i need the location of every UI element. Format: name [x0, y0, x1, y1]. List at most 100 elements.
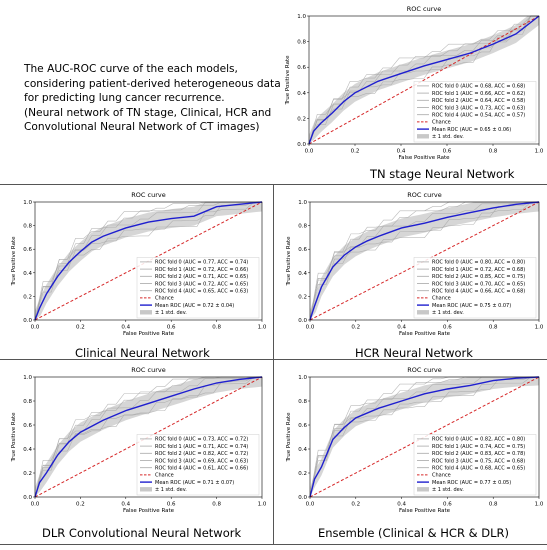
- y-tick-label: 0.6: [23, 247, 32, 253]
- y-tick-label: 0.6: [298, 423, 307, 429]
- x-tick-label: 0.6: [443, 149, 452, 155]
- x-axis-label: False Positive Rate: [399, 331, 451, 337]
- legend-entry: ± 1 std. dev.: [432, 134, 464, 140]
- y-tick-label: 0.8: [298, 224, 307, 230]
- chance-line: [308, 15, 540, 145]
- chart-title: ROC curve: [407, 5, 441, 13]
- intro-line: Convolutional Neural Network of CT image…: [24, 121, 260, 133]
- legend-entry: Chance: [155, 473, 174, 479]
- caption-dlr: DLR Convolutional Neural Network: [42, 526, 242, 540]
- plot-frame: [34, 201, 263, 321]
- legend-entry: ± 1 std. dev.: [432, 310, 464, 316]
- legend-entry: ROC fold 3 (AUC = 0.70, ACC = 0.65): [432, 281, 525, 287]
- legend-entry: ROC fold 2 (AUC = 0.83, ACC = 0.78): [432, 451, 525, 457]
- x-axis-label: False Positive Rate: [398, 155, 450, 161]
- chance-line: [309, 201, 540, 321]
- legend-swatch-band: [417, 134, 429, 139]
- x-tick-label: 0.6: [443, 325, 452, 331]
- legend-entry: ROC fold 4 (AUC = 0.54, ACC = 0.57): [432, 113, 525, 119]
- x-tick-label: 0.6: [443, 502, 452, 508]
- legend-entry: Chance: [432, 473, 451, 479]
- chance-line: [309, 376, 540, 498]
- x-tick-label: 0.0: [306, 325, 315, 331]
- x-tick-label: 0.8: [212, 502, 221, 508]
- x-tick-label: 0.2: [76, 325, 85, 331]
- x-tick-label: 0.4: [397, 149, 406, 155]
- legend-swatch-band: [417, 487, 429, 492]
- row-separator: [0, 544, 547, 545]
- legend-swatch-band: [140, 310, 152, 315]
- intro-text: The AUC-ROC curve of the each models, co…: [24, 62, 281, 135]
- legend-entry: ROC fold 1 (AUC = 0.71, ACC = 0.74): [155, 444, 248, 450]
- x-tick-label: 1.0: [535, 502, 544, 508]
- legend-entry: ROC fold 3 (AUC = 0.72, ACC = 0.65): [155, 281, 248, 287]
- x-tick-label: 0.8: [212, 325, 221, 331]
- x-axis-label: False Positive Rate: [399, 508, 451, 514]
- legend-entry: ROC fold 2 (AUC = 0.64, ACC = 0.58): [432, 98, 525, 104]
- y-tick-label: 0.2: [23, 294, 32, 300]
- legend-box: [413, 81, 537, 143]
- legend-entry: Mean ROC (AUC = 0.71 ± 0.07): [155, 480, 234, 486]
- x-tick-label: 0.6: [167, 325, 176, 331]
- x-tick-label: 0.2: [351, 502, 360, 508]
- roc-fold-4-line: [309, 201, 539, 321]
- plot-frame: [308, 15, 540, 145]
- caption-clinical: Clinical Neural Network: [75, 346, 210, 360]
- roc-fold-3-line: [34, 376, 262, 498]
- legend-box: [136, 434, 260, 496]
- legend-entry: ± 1 std. dev.: [155, 310, 187, 316]
- mean-roc-line: [309, 376, 540, 498]
- y-tick-label: 0.2: [298, 471, 307, 477]
- caption-hcr: HCR Neural Network: [355, 346, 473, 360]
- legend-entry: ROC fold 0 (AUC = 0.68, ACC = 0.68): [432, 84, 525, 90]
- y-tick-label: 1.0: [298, 375, 307, 381]
- legend-entry: ROC fold 4 (AUC = 0.68, ACC = 0.65): [432, 466, 525, 472]
- roc-chart-dlr: ROC curve 0.0 0.2 0.4 0.6 0.8 1.0 0.0 0.2 0.4 0.6 0…: [11, 366, 267, 514]
- y-tick-label: 0.6: [298, 247, 307, 253]
- plot-frame: [309, 201, 540, 321]
- y-tick-label: 1.0: [23, 200, 32, 206]
- roc-fold-1-line: [308, 15, 539, 145]
- y-tick-label: 0.8: [23, 224, 32, 230]
- legend-entry: ± 1 std. dev.: [155, 487, 187, 493]
- x-tick-label: 1.0: [535, 325, 544, 331]
- y-tick-label: 0.0: [297, 142, 306, 148]
- roc-fold-3-line: [309, 201, 539, 321]
- roc-fold-2-line: [308, 15, 539, 145]
- x-tick-label: 1.0: [258, 325, 267, 331]
- intro-line: considering patient-derived heterogeneou…: [24, 77, 281, 90]
- y-tick-label: 0.4: [298, 271, 307, 277]
- roc-chart-ensemble: ROC curve 0.0 0.2 0.4 0.6 0.8 1.0 0.0 0.2 0.4 0.6 0…: [286, 366, 544, 514]
- std-band: [310, 377, 539, 497]
- legend-entry: ROC fold 2 (AUC = 0.71, ACC = 0.65): [155, 274, 248, 280]
- y-tick-label: 0.6: [297, 65, 306, 71]
- chart-title: ROC curve: [407, 191, 441, 199]
- x-tick-label: 0.0: [306, 502, 315, 508]
- legend-entry: ROC fold 1 (AUC = 0.72, ACC = 0.68): [432, 267, 525, 273]
- y-tick-label: 0.4: [297, 91, 306, 97]
- y-tick-label: 0.8: [297, 40, 306, 46]
- roc-chart-hcr: ROC curve 0.0 0.2 0.4 0.6 0.8 1.0 0.0 0.2 0.4 0.6 0…: [286, 191, 544, 337]
- legend-box: [413, 257, 537, 319]
- x-axis-label: False Positive Rate: [123, 331, 175, 337]
- legend-entry: ROC fold 4 (AUC = 0.61, ACC = 0.66): [155, 466, 248, 472]
- y-tick-label: 1.0: [297, 14, 306, 20]
- x-tick-label: 0.4: [121, 325, 130, 331]
- std-band: [310, 202, 539, 320]
- y-tick-label: 1.0: [298, 200, 307, 206]
- legend-entry: Chance: [155, 296, 174, 302]
- chance-line: [34, 376, 263, 498]
- caption-ensemble: Ensemble (Clinical & HCR & DLR): [318, 526, 509, 540]
- legend-entry: ROC fold 1 (AUC = 0.72, ACC = 0.66): [155, 267, 248, 273]
- roc-fold-4-line: [34, 201, 262, 321]
- legend-entry: ± 1 std. dev.: [432, 487, 464, 493]
- roc-chart-clinical: ROC curve 0.0 0.2 0.4 0.6 0.8 1.0 0.0 0.2 0.4 0.6 0…: [11, 191, 267, 337]
- legend-entry: ROC fold 3 (AUC = 0.75, ACC = 0.68): [432, 458, 525, 464]
- legend-entry: ROC fold 2 (AUC = 0.82, ACC = 0.72): [155, 451, 248, 457]
- y-tick-label: 0.8: [23, 399, 32, 405]
- x-tick-label: 0.0: [305, 149, 314, 155]
- legend-entry: Mean ROC (AUC = 0.72 ± 0.04): [155, 303, 234, 309]
- y-axis-label: True Positive Rate: [286, 236, 292, 287]
- roc-fold-0-line: [308, 15, 539, 145]
- intro-line: (Neural network of TN stage, Clinical, H…: [24, 106, 272, 119]
